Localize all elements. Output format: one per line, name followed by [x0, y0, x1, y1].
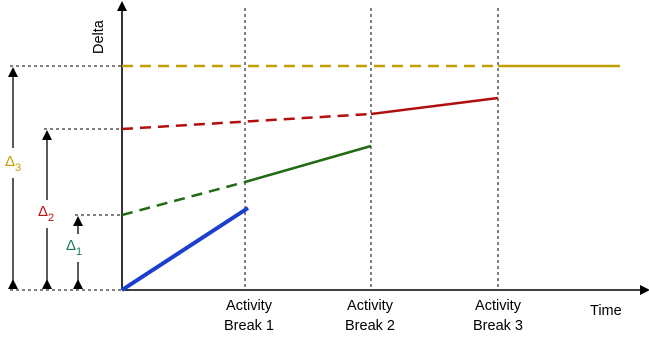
break-2-label-line1: Activity	[347, 298, 394, 314]
delta-2-subscript: 2	[48, 212, 54, 224]
y-axis-label: Delta	[91, 19, 107, 54]
delta-2-symbol: Δ	[38, 203, 48, 220]
delta-1-symbol: Δ	[66, 237, 76, 254]
delta-2-label: Δ2	[38, 203, 54, 224]
break-1-label-line2: Break 1	[224, 318, 274, 334]
red-solid-segment	[370, 96, 499, 116]
delta-3-symbol: Δ	[5, 153, 15, 170]
delta-1-label: Δ1	[66, 237, 82, 258]
delta-1-subscript: 1	[76, 246, 82, 258]
green-dashed-segment	[121, 180, 246, 217]
green-solid-segment	[244, 144, 372, 184]
blue-solid-segment	[120, 206, 250, 292]
break-3-label-line1: Activity	[475, 298, 522, 314]
delta-3-label: Δ3	[5, 153, 21, 174]
delta-3-subscript: 3	[15, 162, 21, 174]
red-dashed-segment	[121, 112, 372, 131]
break-1-label-line1: Activity	[226, 298, 273, 314]
break-3-label-line2: Break 3	[473, 318, 523, 334]
break-2-label-line2: Break 2	[345, 318, 395, 334]
x-axis-label: Time	[590, 303, 622, 319]
